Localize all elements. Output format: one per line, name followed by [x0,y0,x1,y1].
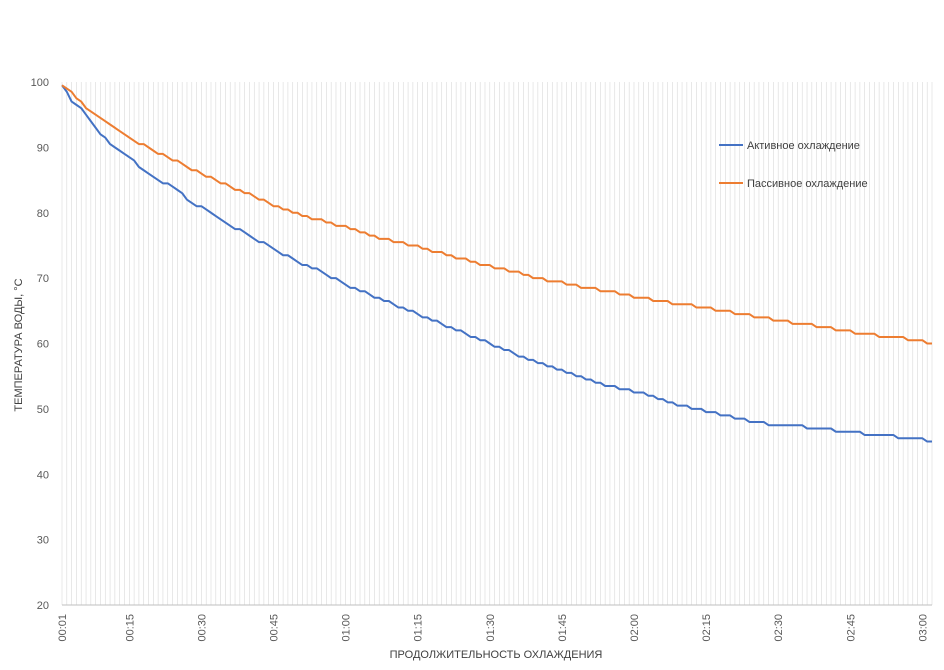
x-tick-label: 00:30 [196,614,208,642]
y-tick-label: 80 [37,208,49,220]
x-tick-label: 01:45 [557,614,569,642]
x-axis-title: ПРОДОЛЖИТЕЛЬНОСТЬ ОХЛАЖДЕНИЯ [390,649,603,661]
vertical-gridlines [61,82,933,606]
y-axis-title: ТЕМПЕРАТУРА ВОДЫ, °С [13,278,25,411]
x-axis-ticks: 00:01 00:15 00:30 00:45 01:00 01:15 01:30 01:45… [57,614,929,642]
legend-label: Пассивное охлаждение [747,178,868,190]
y-axis-ticks: 20 30 40 50 60 70 80 90 100 [31,77,49,612]
y-tick-label: 40 [37,469,49,481]
x-tick-label: 02:45 [845,614,857,642]
y-tick-label: 50 [37,404,49,416]
y-tick-label: 70 [37,273,49,285]
legend-label: Активное охлаждение [747,140,860,152]
series-line-active [61,84,932,443]
x-tick-label: 02:30 [773,614,785,642]
y-tick-label: 60 [37,339,49,351]
x-tick-label: 02:15 [701,614,713,642]
series-lines [61,84,932,443]
legend: Активное охлаждение Пассивное охлаждение [719,140,868,190]
x-tick-label: 00:01 [57,614,69,642]
x-tick-label: 01:00 [341,614,353,642]
x-tick-label: 00:15 [124,614,136,642]
x-tick-label: 01:30 [485,614,497,642]
series-line-passive [61,84,932,345]
x-tick-label: 03:00 [917,614,929,642]
y-tick-label: 30 [37,535,49,547]
x-tick-label: 02:00 [629,614,641,642]
y-tick-label: 20 [37,600,49,612]
x-tick-label: 01:15 [413,614,425,642]
x-tick-label: 00:45 [268,614,280,642]
y-tick-label: 90 [37,142,49,154]
y-tick-label: 100 [31,77,49,89]
